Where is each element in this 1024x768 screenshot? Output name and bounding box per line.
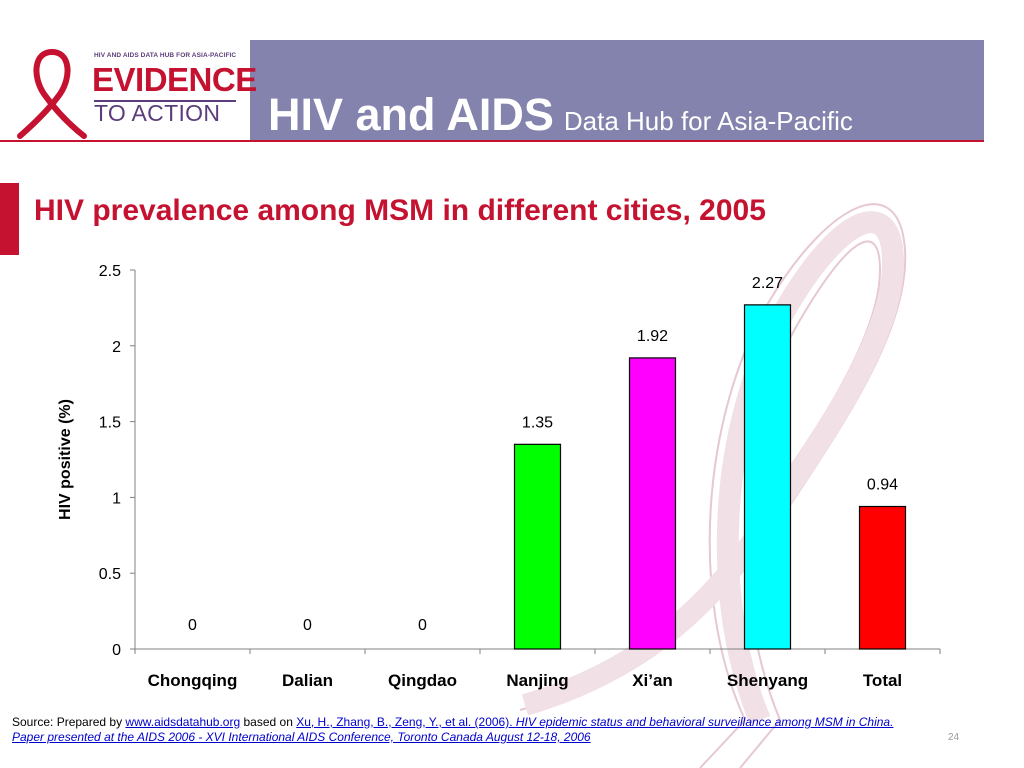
source-link[interactable]: www.aidsdatahub.org xyxy=(125,715,241,729)
x-tick-label-0: Chongqing xyxy=(148,671,238,690)
data-label-0: 0 xyxy=(188,617,197,634)
bar-3 xyxy=(513,443,562,650)
x-tick-label-5: Shenyang xyxy=(727,671,808,690)
logo-supertitle: HIV AND AIDS DATA HUB FOR ASIA-PACIFIC xyxy=(94,52,237,59)
x-tick-label-1: Dalian xyxy=(282,671,333,690)
bar-5 xyxy=(743,304,792,650)
source-prefix: Source: Prepared by xyxy=(12,715,126,729)
y-tick-label: 1.5 xyxy=(99,415,121,432)
x-tick-label-4: Xi’an xyxy=(632,671,673,690)
title-accent-bar xyxy=(0,183,19,255)
y-tick-label: 0 xyxy=(112,642,121,659)
data-label-4: 1.92 xyxy=(637,328,668,345)
y-tick-label: 0.5 xyxy=(99,566,121,583)
citation-authors: Xu, H., Zhang, B., Zeng, Y., et al. (200… xyxy=(296,715,516,729)
x-tick-label-6: Total xyxy=(863,671,902,690)
data-label-5: 2.27 xyxy=(752,275,783,292)
header-title-main: HIV and AIDS xyxy=(268,89,554,140)
data-label-6: 0.94 xyxy=(867,476,898,493)
data-label-3: 1.35 xyxy=(522,414,553,431)
logo-text-to-action: TO ACTION xyxy=(94,100,221,126)
page-number: 24 xyxy=(948,732,960,743)
bar-chart: 0 0.5 1 1.5 2 2.5 HIV positive (%) 0 Chongqing 0 D… xyxy=(57,263,941,690)
logo: HIV AND AIDS DATA HUB FOR ASIA-PACIFIC E… xyxy=(0,40,257,140)
source-note: Source: Prepared by www.aidsdatahub.org … xyxy=(12,715,922,745)
slide-title: HIV prevalence among MSM in different ci… xyxy=(34,194,766,227)
source-based-on: based on xyxy=(240,715,297,729)
data-label-1: 0 xyxy=(303,617,312,634)
header-title: HIV and AIDS Data Hub for Asia-Pacific xyxy=(268,80,853,150)
citation-link[interactable]: Xu, H., Zhang, B., Zeng, Y., et al. (200… xyxy=(12,715,893,744)
y-tick-label: 2.5 xyxy=(99,263,121,280)
header-title-sub: Data Hub for Asia-Pacific xyxy=(563,106,853,136)
y-axis-title: HIV positive (%) xyxy=(57,399,74,520)
logo-text-evidence: EVIDENCE xyxy=(92,61,257,98)
x-tick-label-2: Qingdao xyxy=(388,671,457,690)
citation-title: HIV epidemic status and behavioral surve… xyxy=(12,715,894,744)
bar-4 xyxy=(628,357,677,650)
bar-6 xyxy=(858,505,907,650)
data-label-2: 0 xyxy=(418,617,427,634)
red-ribbon-icon xyxy=(17,49,87,139)
x-tick-label-3: Nanjing xyxy=(506,671,568,690)
header-band: HIV AND AIDS DATA HUB FOR ASIA-PACIFIC E… xyxy=(0,40,984,142)
y-tick-label: 2 xyxy=(112,339,121,356)
y-tick-label: 1 xyxy=(112,490,121,507)
logo-divider xyxy=(94,100,236,102)
